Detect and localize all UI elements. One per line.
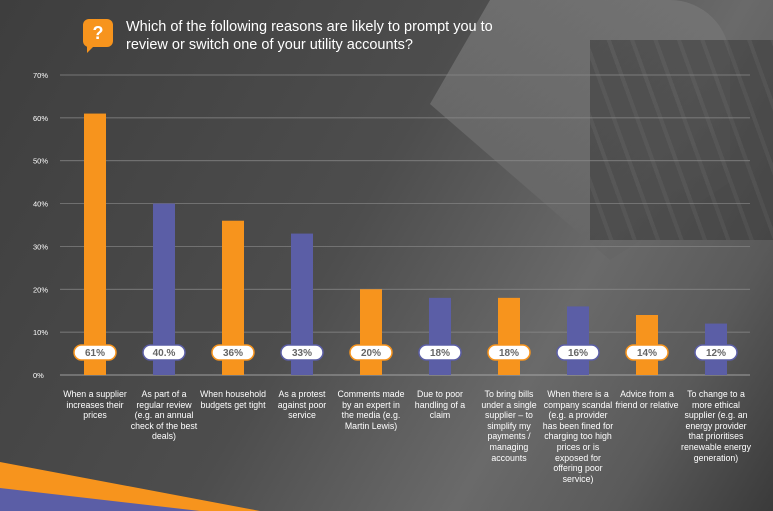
category-label: As part of a regular review (e.g. an ann… bbox=[130, 389, 198, 442]
bar bbox=[291, 233, 313, 375]
data-label-pill bbox=[694, 344, 738, 361]
y-tick-label: 30% bbox=[33, 242, 48, 251]
data-label: 33% bbox=[292, 348, 312, 359]
data-label: 20% bbox=[361, 348, 381, 359]
bar bbox=[498, 297, 520, 375]
bar bbox=[567, 306, 589, 375]
chart-title: Which of the following reasons are likel… bbox=[126, 19, 493, 53]
background-keyboard bbox=[590, 40, 773, 240]
category-label: To bring bills under a single supplier –… bbox=[481, 389, 537, 463]
y-tick-label: 60% bbox=[33, 114, 48, 123]
category-label: When there is a company scandal (e.g. a … bbox=[542, 389, 614, 484]
data-label-pill bbox=[418, 344, 462, 361]
y-tick-label: 10% bbox=[33, 328, 48, 337]
data-label: 40.% bbox=[153, 348, 176, 359]
bar bbox=[222, 220, 244, 375]
bar bbox=[84, 113, 106, 376]
data-label-pill bbox=[73, 344, 117, 361]
category-label: As a protest against poor service bbox=[277, 389, 327, 421]
data-label: 18% bbox=[499, 348, 519, 359]
y-tick-label: 40% bbox=[33, 200, 48, 209]
category-label: When a supplier increases their prices bbox=[63, 389, 127, 421]
category-label: Due to poor handling of a claim bbox=[414, 389, 466, 421]
data-label: 12% bbox=[706, 348, 726, 359]
data-label-pill bbox=[625, 344, 669, 361]
data-label: 36% bbox=[223, 348, 243, 359]
bar bbox=[153, 203, 175, 375]
data-label-pill bbox=[142, 344, 186, 361]
data-label: 16% bbox=[568, 348, 588, 359]
category-label: Advice from a friend or relative bbox=[615, 389, 679, 410]
y-tick-label: 0% bbox=[33, 371, 44, 380]
data-label-pill bbox=[349, 344, 393, 361]
data-label: 14% bbox=[637, 348, 657, 359]
data-label: 61% bbox=[85, 348, 105, 359]
category-label: To change to a more ethical supplier (e.… bbox=[681, 389, 751, 463]
category-label: Comments made by an expert in the media … bbox=[337, 389, 405, 431]
data-label-pill bbox=[487, 344, 531, 361]
data-label-pill bbox=[556, 344, 600, 361]
bar bbox=[429, 297, 451, 375]
category-label: When household budgets get tight bbox=[199, 389, 267, 410]
y-tick-label: 70% bbox=[33, 71, 48, 80]
question-mark-icon: ? bbox=[83, 19, 113, 53]
y-tick-label: 20% bbox=[33, 285, 48, 294]
data-label-pill bbox=[280, 344, 324, 361]
y-tick-label: 50% bbox=[33, 157, 48, 166]
data-label-pill bbox=[211, 344, 255, 361]
data-label: 18% bbox=[430, 348, 450, 359]
bar bbox=[360, 289, 382, 375]
